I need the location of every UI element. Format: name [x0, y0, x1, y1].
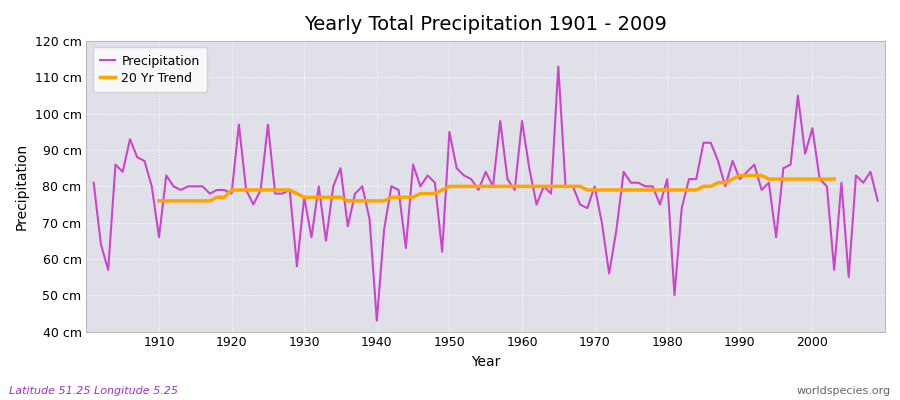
20 Yr Trend: [829, 177, 840, 182]
Precipitation: [306, 235, 317, 240]
Text: worldspecies.org: worldspecies.org: [796, 386, 891, 396]
Precipitation: [147, 184, 158, 189]
X-axis label: Year: Year: [471, 355, 500, 369]
Precipitation: [618, 170, 629, 174]
Precipitation: [349, 191, 360, 196]
Legend: Precipitation, 20 Yr Trend: Precipitation, 20 Yr Trend: [93, 47, 207, 92]
Precipitation: [553, 64, 563, 69]
Y-axis label: Precipitation: Precipitation: [15, 143, 29, 230]
Precipitation: [872, 198, 883, 203]
Precipitation: [517, 118, 527, 123]
20 Yr Trend: [415, 191, 426, 196]
20 Yr Trend: [436, 188, 447, 192]
20 Yr Trend: [328, 195, 338, 200]
Precipitation: [372, 318, 382, 323]
20 Yr Trend: [734, 173, 745, 178]
Precipitation: [524, 166, 535, 170]
Line: 20 Yr Trend: 20 Yr Trend: [159, 176, 834, 201]
Title: Yearly Total Precipitation 1901 - 2009: Yearly Total Precipitation 1901 - 2009: [304, 15, 667, 34]
20 Yr Trend: [662, 188, 672, 192]
Text: Latitude 51.25 Longitude 5.25: Latitude 51.25 Longitude 5.25: [9, 386, 178, 396]
20 Yr Trend: [560, 184, 571, 189]
Precipitation: [88, 180, 99, 185]
20 Yr Trend: [270, 188, 281, 192]
Line: Precipitation: Precipitation: [94, 66, 878, 321]
20 Yr Trend: [154, 198, 165, 203]
